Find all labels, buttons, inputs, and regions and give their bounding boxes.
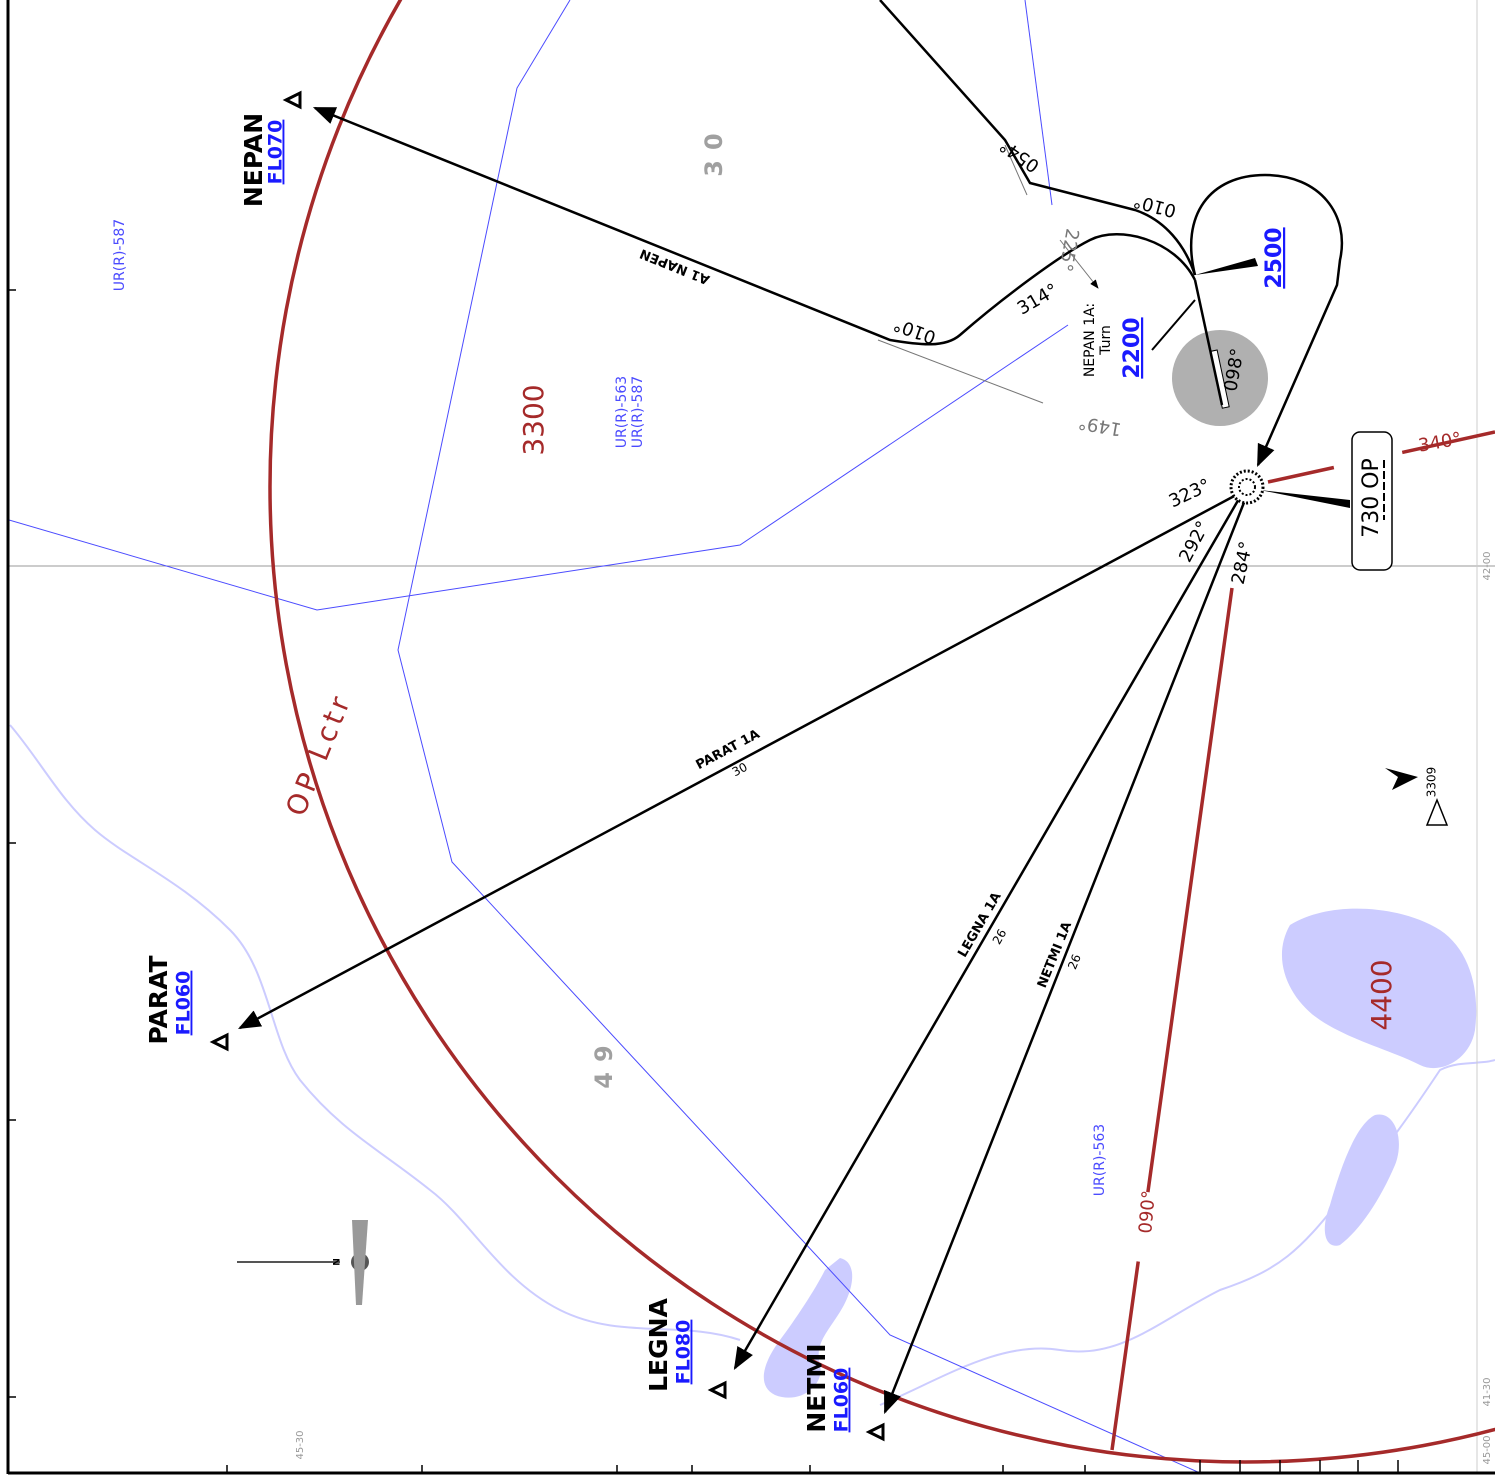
grid-label: 45-00 <box>1482 1435 1493 1464</box>
bearing: 284° <box>1228 540 1258 587</box>
msa-sector: 49 <box>590 1035 618 1088</box>
bearing: 225° <box>1054 227 1082 273</box>
flight-level: FL060 <box>831 1368 853 1433</box>
river <box>10 725 740 1340</box>
obstacle-symbol <box>1427 800 1447 825</box>
waypoint-name: LEGNA <box>644 1297 673 1391</box>
procedure-altitude: 2200 <box>1120 317 1145 378</box>
route-name: LEGNA 1A <box>955 890 1004 960</box>
sector-altitude: 3300 <box>517 384 550 455</box>
bearing: 054° <box>996 134 1044 176</box>
airspace-line <box>398 0 1200 1473</box>
route-line <box>885 500 1245 1412</box>
waypoint-name: PARAT <box>144 955 173 1044</box>
restricted-area: UR(R)-563 <box>1092 1124 1108 1196</box>
route-line <box>880 0 1195 275</box>
chart-map: NEPAN FL070 PARAT FL060 LEGNA FL080 NETM… <box>0 0 1495 1483</box>
procedure-subtitle: Turn <box>1098 325 1114 356</box>
waypoint-symbol <box>711 1383 725 1397</box>
flight-level: FL080 <box>673 1320 695 1385</box>
route-distance: 26 <box>1065 952 1084 971</box>
navaid-box-label: 730 OP <box>1359 458 1384 538</box>
waypoint-symbol <box>213 1035 227 1049</box>
glide-wedge <box>1195 258 1258 275</box>
bearing: 340° <box>1417 428 1463 456</box>
obstacle-elevation: 3309 <box>1425 767 1439 798</box>
restricted-area: UR(R)-587 <box>630 376 646 448</box>
flight-level: FL060 <box>173 971 195 1036</box>
route-name: A1 NAPEN <box>638 245 712 287</box>
navaid-name: OP Lctr <box>279 688 358 820</box>
airspace-boundaries <box>9 0 1200 1473</box>
grid-label: 42-00 <box>1482 551 1493 580</box>
holding-altitude: 2500 <box>1262 227 1287 288</box>
river <box>880 1060 1495 1405</box>
lake <box>1325 1114 1399 1245</box>
waypoint-symbol <box>869 1425 883 1439</box>
bearing: 149° <box>1077 411 1123 439</box>
waypoint-name: NETMI <box>802 1343 831 1432</box>
waypoint-symbol <box>286 93 300 107</box>
bearing: 323° <box>1166 475 1214 512</box>
grid-label: 45-30 <box>295 1430 306 1459</box>
flight-level: FL070 <box>265 120 287 185</box>
bearing: 090° <box>1135 1189 1160 1234</box>
compass-label: N <box>333 1258 343 1266</box>
obstacle-arrow <box>1385 768 1418 790</box>
grid-label: 41-30 <box>1482 1377 1493 1406</box>
bearing: 010° <box>1131 190 1178 222</box>
locator-symbol <box>1231 471 1263 503</box>
glide-wedge <box>1260 490 1350 508</box>
airspace-line <box>9 325 1068 610</box>
radial-line <box>878 340 1043 403</box>
sector-altitude: 4400 <box>1365 959 1398 1030</box>
route-distance: 26 <box>990 927 1010 947</box>
msa-sector: 30 <box>700 123 728 176</box>
bearing: 010° <box>891 313 939 348</box>
locator-range <box>270 0 1495 1462</box>
radial-090 <box>1112 588 1232 1450</box>
route-distance: 30 <box>730 760 750 780</box>
restricted-area: UR(R)-563 <box>614 376 630 448</box>
restricted-area: UR(R)-587 <box>112 219 128 291</box>
procedure-title: NEPAN 1A: <box>1082 303 1098 377</box>
